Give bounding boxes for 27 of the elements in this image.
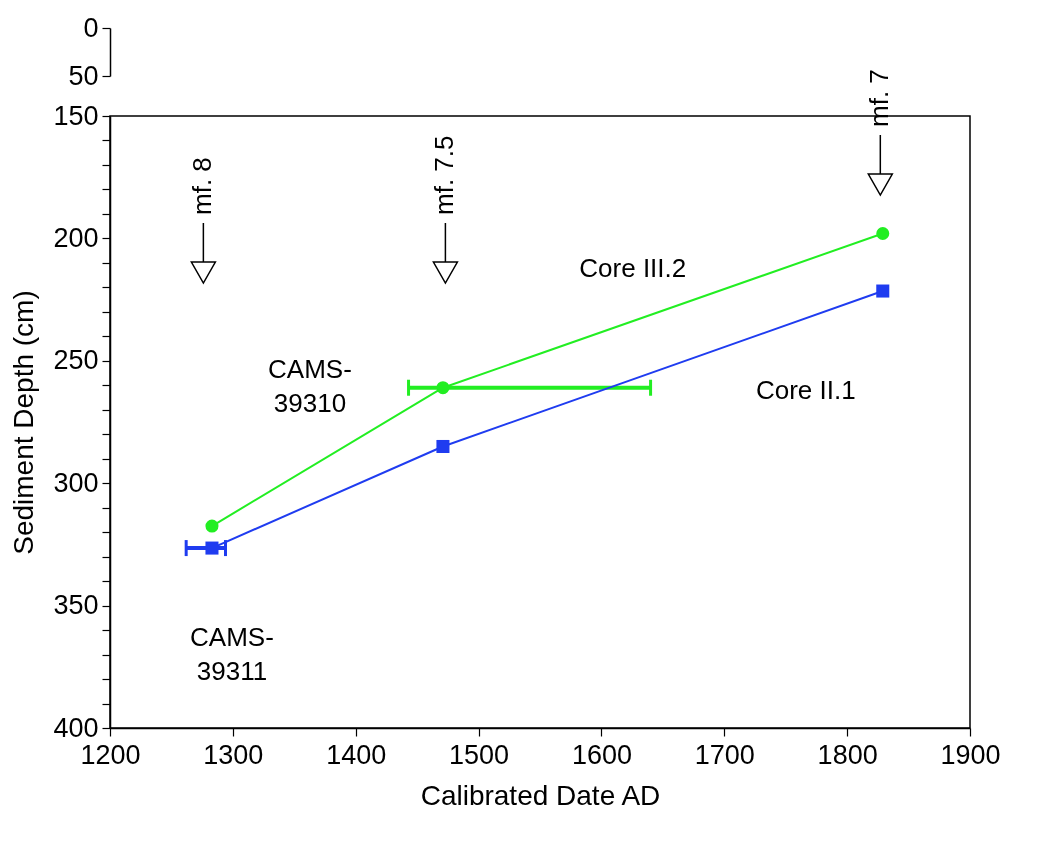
point bbox=[876, 284, 890, 298]
x-tick-label: 1800 bbox=[817, 739, 878, 770]
series-label: Core II.1 bbox=[755, 375, 856, 406]
point bbox=[436, 439, 450, 453]
x-axis-title: Calibrated Date AD bbox=[420, 779, 661, 811]
y-tick-label: 150 bbox=[53, 100, 99, 131]
y-tick-label: 350 bbox=[53, 590, 99, 621]
x-tick-label: 1600 bbox=[571, 739, 632, 770]
x-tick-label: 1300 bbox=[203, 739, 264, 770]
x-tick-label: 1700 bbox=[694, 739, 755, 770]
y-axis-title: Sediment Depth (cm) bbox=[8, 290, 40, 555]
ref-line-label: mf. 7.5 bbox=[429, 135, 460, 215]
ref-line-label: mf. 7 bbox=[864, 69, 895, 127]
x-tick-label: 1500 bbox=[449, 739, 510, 770]
point bbox=[876, 227, 890, 241]
y-tick-label: 50 bbox=[68, 60, 99, 91]
annotation: CAMS- 39311 bbox=[190, 622, 274, 687]
ref-line-label: mf. 8 bbox=[187, 157, 218, 215]
annotation: CAMS- 39310 bbox=[268, 353, 352, 418]
series-label: Core III.2 bbox=[579, 252, 687, 283]
x-tick-label: 1400 bbox=[326, 739, 387, 770]
point bbox=[205, 519, 219, 533]
y-tick-label: 300 bbox=[53, 467, 99, 498]
x-tick-label: 1900 bbox=[940, 739, 1001, 770]
y-tick-label: 200 bbox=[53, 222, 99, 253]
y-tick-label: 250 bbox=[53, 345, 99, 376]
y-tick-label: 0 bbox=[83, 12, 99, 43]
